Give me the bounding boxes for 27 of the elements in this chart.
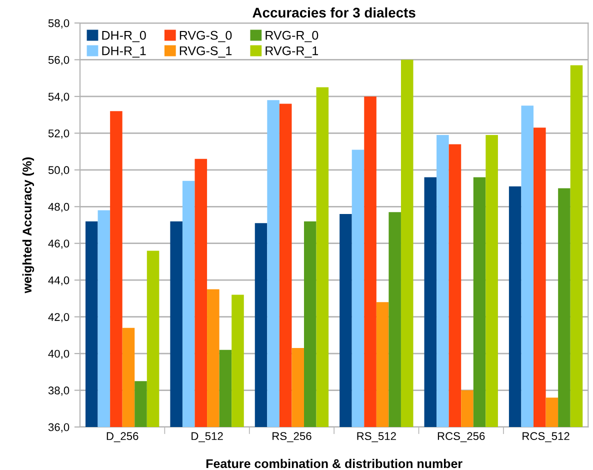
y-tick-label: 36,0 <box>48 423 70 432</box>
y-tick-label: 44,0 <box>48 276 70 286</box>
y-tick-label: 40,0 <box>48 350 70 359</box>
y-tick-label: 52,0 <box>48 129 70 139</box>
y-tick-label: 56,0 <box>48 56 70 66</box>
y-tick-label: 48,0 <box>48 202 70 212</box>
legend-label: RVG-R_0 <box>266 30 318 42</box>
x-tick-label: D_512 <box>192 432 223 442</box>
legend-label: RVG-R_1 <box>266 46 318 58</box>
y-tick-label: 46,0 <box>48 240 70 249</box>
x-tick-label: D_256 <box>106 432 138 442</box>
y-tick-label: 50,0 <box>48 166 70 176</box>
y-tick-label: 54,0 <box>48 92 70 102</box>
y-tick-label: 58,0 <box>48 19 70 28</box>
x-tick-label: RS_512 <box>357 432 396 442</box>
legend-label: RVG-S_1 <box>180 46 232 58</box>
y-tick-label: 38,0 <box>48 386 70 396</box>
y-axis-title: weighted Accuracy (%) <box>22 157 34 294</box>
x-tick-label: RCS_512 <box>522 432 570 442</box>
chart-title: Accuracies for 3 dialects <box>252 7 416 18</box>
y-tick-label: 42,0 <box>48 313 70 322</box>
x-axis-title: Feature combination & distribution number <box>206 458 462 468</box>
legend-label: RVG-S_0 <box>180 30 232 42</box>
legend-label: DH-R_0 <box>102 30 146 42</box>
legend-label: DH-R_1 <box>102 46 146 58</box>
x-tick-label: RCS_256 <box>438 432 485 442</box>
x-tick-label: RS_256 <box>272 432 312 442</box>
